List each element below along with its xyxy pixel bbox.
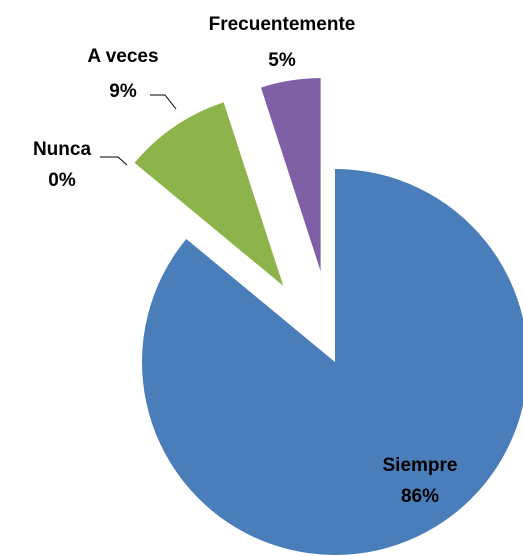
leader-line xyxy=(150,94,177,110)
category-label: Frecuentemente xyxy=(209,14,356,35)
category-label: A veces xyxy=(87,46,158,67)
category-label: Nunca xyxy=(33,139,92,160)
value-label: 9% xyxy=(109,81,137,102)
value-label: 0% xyxy=(48,170,76,191)
pie-slice xyxy=(142,169,523,555)
leader-line xyxy=(100,156,128,166)
pie-slice xyxy=(115,180,265,304)
value-label: 5% xyxy=(268,50,296,71)
pie-slice xyxy=(134,102,284,286)
category-label: Siempre xyxy=(383,455,458,476)
pie-slice xyxy=(260,78,321,272)
value-label: 86% xyxy=(401,486,439,507)
